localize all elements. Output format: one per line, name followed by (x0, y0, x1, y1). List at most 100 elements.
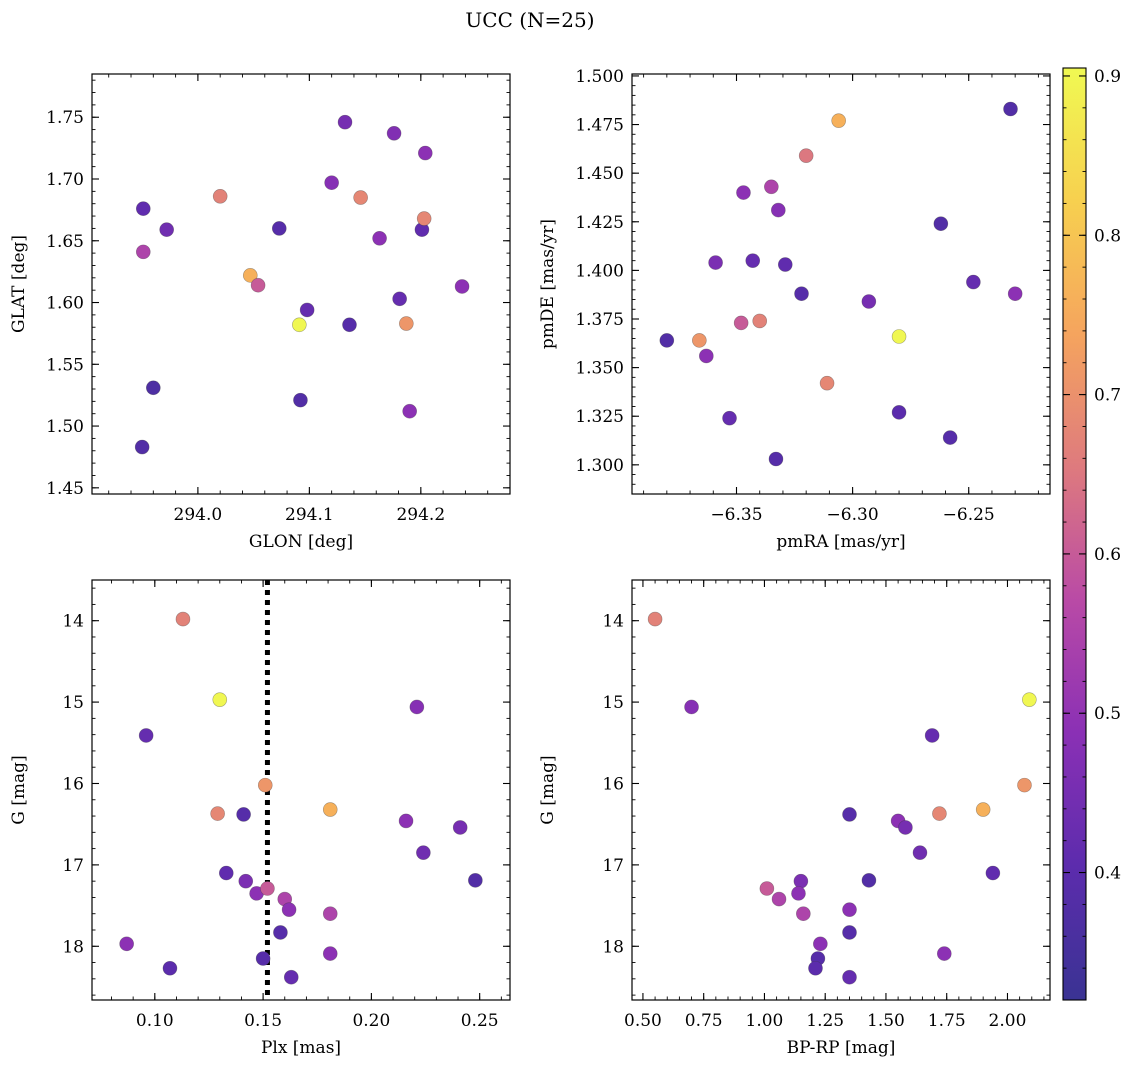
x-tick-label: 1.00 (746, 1011, 784, 1031)
y-tick-label: 18 (602, 937, 624, 957)
scatter-point (273, 925, 288, 940)
scatter-point (842, 969, 857, 985)
x-tick-label: −6.35 (710, 505, 762, 525)
y-tick-label: 14 (62, 612, 84, 632)
y-axis-label: pmDE [mas/yr] (538, 219, 558, 349)
scatter-point (924, 728, 940, 743)
colorbar-tick-label: 0.5 (1094, 704, 1121, 724)
scatter-point (861, 873, 877, 888)
scatter-point (764, 179, 779, 195)
x-tick-label: 294.2 (396, 505, 445, 525)
scatter-point (238, 873, 254, 889)
scatter-point (745, 253, 761, 268)
y-tick-label: 18 (62, 937, 84, 957)
axes-frame (631, 73, 1051, 495)
y-tick-label: 14 (602, 612, 624, 632)
scatter-point (392, 291, 407, 307)
scatter-point (242, 268, 258, 283)
scatter-point (736, 185, 751, 200)
colorbar-tick-label: 0.7 (1094, 386, 1121, 406)
x-tick-label: −6.30 (827, 505, 879, 525)
scatter-point (1017, 777, 1032, 793)
scatter-point (985, 865, 1001, 881)
scatter-point (813, 936, 828, 952)
x-tick-label: 1.75 (928, 1011, 966, 1031)
scatter-point (932, 806, 947, 821)
scatter-point (819, 375, 835, 391)
scatter-point (898, 820, 913, 835)
y-tick-label: 16 (602, 774, 624, 794)
scatter-point (135, 244, 151, 260)
scatter-point (768, 451, 784, 467)
y-tick-label: 1.45 (46, 479, 84, 499)
y-axis-label: G [mag] (538, 755, 558, 824)
scatter-point (322, 802, 338, 817)
y-tick-label: 1.375 (575, 310, 624, 330)
scatter-point (891, 405, 907, 420)
y-tick-label: 1.75 (46, 108, 84, 128)
y-tick-label: 1.70 (46, 170, 84, 190)
scatter-point (322, 946, 338, 961)
y-tick-label: 1.55 (46, 355, 84, 375)
scatter-point (722, 410, 737, 426)
scatter-point (936, 946, 952, 961)
scatter-point (162, 960, 178, 976)
colorbar-gradient (1062, 67, 1087, 1001)
scatter-point (299, 302, 315, 318)
scatter-point (257, 777, 273, 793)
scatter-point (416, 211, 432, 226)
scatter-point (402, 403, 417, 419)
scatter-point (798, 148, 814, 163)
scatter-point (791, 886, 806, 901)
scatter-point (684, 699, 699, 715)
x-tick-label: 0.15 (244, 1011, 282, 1031)
axes-frame (91, 579, 511, 1001)
colorbar-tick-label: 0.6 (1094, 545, 1121, 565)
scatter-point (322, 906, 338, 922)
colorbar-tick-label: 0.8 (1094, 226, 1121, 246)
x-tick-label: 2.00 (989, 1011, 1027, 1031)
x-tick-label: 0.10 (136, 1011, 174, 1031)
scatter-point (399, 316, 414, 331)
y-tick-label: 1.425 (575, 213, 624, 233)
scatter-point (891, 329, 907, 344)
scatter-point (733, 315, 749, 331)
scatter-point (842, 807, 857, 822)
scatter-point (283, 969, 299, 985)
scatter-point (271, 221, 287, 236)
scatter-point (452, 820, 468, 835)
scatter-point (708, 255, 723, 270)
scatter-point (1003, 101, 1018, 117)
panel-pmra-pmde: −6.35 −6.30 −6.25 1.300 1.325 1.350 1.375 1.400… (538, 67, 1051, 552)
panel-bprp-g: 0.50 0.75 1.00 1.25 1.50 1.75 2.00 14 15 16 17 18 BP… (538, 579, 1051, 1058)
y-tick-label: 1.500 (575, 67, 624, 87)
scatter-point (770, 202, 786, 218)
scatter-point (796, 906, 811, 922)
axes-frame (631, 579, 1051, 1001)
scatter-point (236, 807, 251, 822)
scatter-point (808, 960, 823, 976)
y-tick-label: 1.60 (46, 294, 84, 314)
x-tick-label: 0.75 (685, 1011, 723, 1031)
x-tick-label: 1.50 (867, 1011, 905, 1031)
scatter-point (468, 873, 483, 888)
x-tick-label: −6.25 (943, 505, 995, 525)
panel-plx-g: 0.10 0.15 0.20 0.25 14 15 16 17 18 Plx [mas] G [ma… (9, 579, 511, 1058)
scatter-point (975, 802, 991, 817)
scatter-point (416, 845, 431, 860)
scatter-point (861, 294, 877, 309)
scatter-point (752, 313, 768, 329)
x-tick-label: 294.0 (174, 505, 223, 525)
y-tick-label: 1.475 (575, 116, 624, 136)
scatter-point (647, 611, 663, 627)
colorbar-tick-label: 0.9 (1094, 67, 1121, 87)
scatter-point (135, 201, 151, 216)
x-tick-label: 1.25 (806, 1011, 844, 1031)
scatter-point (831, 113, 846, 128)
scatter-point (212, 692, 228, 707)
scatter-point (409, 699, 425, 715)
scatter-point (292, 317, 307, 333)
axes-frame (91, 73, 511, 495)
y-tick-label: 1.50 (46, 417, 84, 437)
y-axis-label: GLAT [deg] (9, 235, 29, 333)
